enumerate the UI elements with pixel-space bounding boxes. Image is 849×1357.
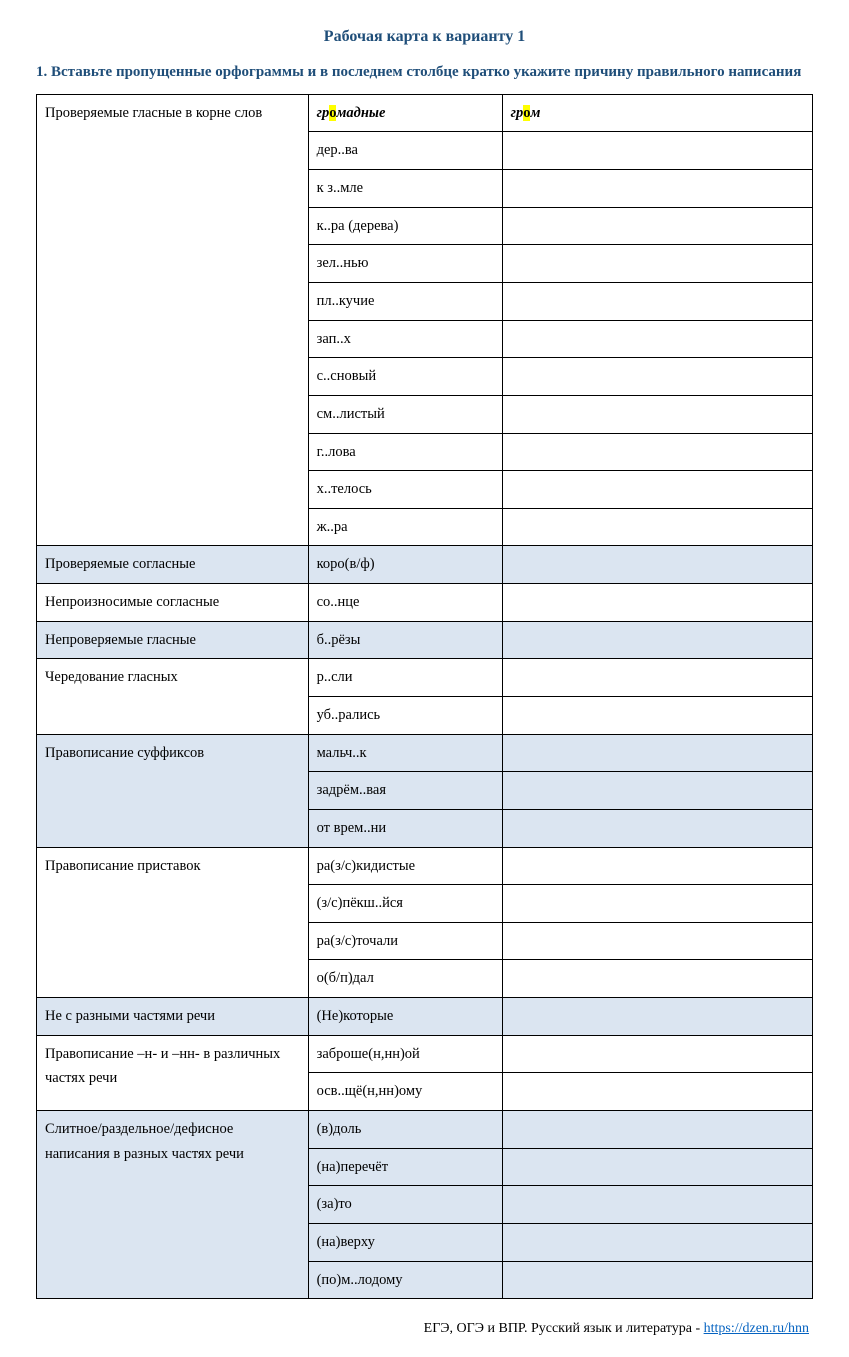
footer-link[interactable]: https://dzen.ru/hnn	[704, 1321, 809, 1336]
word-cell: (по)м..лодому	[308, 1261, 502, 1299]
answer-cell	[502, 132, 812, 170]
category-cell: Непроверяемые гласные	[37, 621, 309, 659]
answer-cell	[502, 433, 812, 471]
category-cell: Непроизносимые согласные	[37, 584, 309, 622]
footer: ЕГЭ, ОГЭ и ВПР. Русский язык и литератур…	[36, 1321, 813, 1337]
table-row: Проверяемые гласные в корне словгромадны…	[37, 94, 813, 132]
word-cell: к..ра (дерева)	[308, 207, 502, 245]
answer-cell	[502, 847, 812, 885]
word-cell: зап..х	[308, 320, 502, 358]
word-cell: р..сли	[308, 659, 502, 697]
word-cell: пл..кучие	[308, 282, 502, 320]
answer-cell	[502, 584, 812, 622]
word-cell: осв..щё(н,нн)ому	[308, 1073, 502, 1111]
table-row: Чередование гласныхр..сли	[37, 659, 813, 697]
table-row: Не с разными частями речи(Не)которые	[37, 998, 813, 1036]
answer-cell	[502, 998, 812, 1036]
word-cell: со..нце	[308, 584, 502, 622]
table-row: Правописание суффиксовмальч..к	[37, 734, 813, 772]
answer-cell	[502, 282, 812, 320]
word-cell: уб..рались	[308, 697, 502, 735]
answer-cell	[502, 170, 812, 208]
answer-cell	[502, 1186, 812, 1224]
word-cell: задрём..вая	[308, 772, 502, 810]
category-cell: Проверяемые согласные	[37, 546, 309, 584]
answer-cell	[502, 1073, 812, 1111]
answer-cell	[502, 922, 812, 960]
category-cell: Правописание суффиксов	[37, 734, 309, 847]
word-cell: от врем..ни	[308, 809, 502, 847]
word-cell: о(б/п)дал	[308, 960, 502, 998]
word-cell: (на)перечёт	[308, 1148, 502, 1186]
answer-cell	[502, 885, 812, 923]
answer-cell	[502, 1035, 812, 1073]
word-cell: мальч..к	[308, 734, 502, 772]
word-cell: х..телось	[308, 471, 502, 509]
answer-cell	[502, 809, 812, 847]
category-cell: Проверяемые гласные в корне слов	[37, 94, 309, 546]
answer-cell	[502, 508, 812, 546]
word-cell: г..лова	[308, 433, 502, 471]
answer-cell	[502, 395, 812, 433]
category-cell: Правописание приставок	[37, 847, 309, 998]
answer-cell: гром	[502, 94, 812, 132]
answer-cell	[502, 320, 812, 358]
word-cell: громадные	[308, 94, 502, 132]
word-cell: с..сновый	[308, 358, 502, 396]
answer-cell	[502, 960, 812, 998]
footer-text: ЕГЭ, ОГЭ и ВПР. Русский язык и литератур…	[424, 1321, 704, 1336]
answer-cell	[502, 697, 812, 735]
word-cell: (з/с)пёкш..йся	[308, 885, 502, 923]
word-cell: (за)то	[308, 1186, 502, 1224]
word-cell: (Не)которые	[308, 998, 502, 1036]
category-cell: Чередование гласных	[37, 659, 309, 734]
category-cell: Не с разными частями речи	[37, 998, 309, 1036]
answer-cell	[502, 358, 812, 396]
word-cell: ра(з/с)кидистые	[308, 847, 502, 885]
answer-cell	[502, 734, 812, 772]
word-cell: ра(з/с)точали	[308, 922, 502, 960]
answer-cell	[502, 1223, 812, 1261]
answer-cell	[502, 245, 812, 283]
page: Рабочая карта к варианту 1 1. Вставьте п…	[0, 0, 849, 1357]
worksheet-table: Проверяемые гласные в корне слов громадны…	[36, 94, 813, 1300]
category-cell: Правописание –н- и –нн- в различных част…	[37, 1035, 309, 1110]
table-row: Непроверяемые гласныеб..рёзы	[37, 621, 813, 659]
word-cell: к з..мле	[308, 170, 502, 208]
word-cell: б..рёзы	[308, 621, 502, 659]
answer-cell	[502, 1148, 812, 1186]
example-word: громадные	[317, 105, 386, 121]
table-row: Проверяемые согласныекоро(в/ф)	[37, 546, 813, 584]
table-row: Слитное/раздельное/дефисное написания в …	[37, 1111, 813, 1149]
table-row: Непроизносимые согласныесо..нце	[37, 584, 813, 622]
table-row: Правописание –н- и –нн- в различных част…	[37, 1035, 813, 1073]
answer-cell	[502, 772, 812, 810]
word-cell: дер..ва	[308, 132, 502, 170]
table-row: Правописание приставокра(з/с)кидистые	[37, 847, 813, 885]
word-cell: зел..нью	[308, 245, 502, 283]
example-check: гром	[511, 105, 541, 121]
task-heading: 1. Вставьте пропущенные орфограммы и в п…	[36, 62, 813, 84]
answer-cell	[502, 1111, 812, 1149]
word-cell: коро(в/ф)	[308, 546, 502, 584]
answer-cell	[502, 621, 812, 659]
answer-cell	[502, 546, 812, 584]
page-title: Рабочая карта к варианту 1	[36, 28, 813, 46]
category-cell: Слитное/раздельное/дефисное написания в …	[37, 1111, 309, 1299]
word-cell: см..листый	[308, 395, 502, 433]
word-cell: (в)доль	[308, 1111, 502, 1149]
word-cell: (на)верху	[308, 1223, 502, 1261]
answer-cell	[502, 1261, 812, 1299]
answer-cell	[502, 207, 812, 245]
word-cell: ж..ра	[308, 508, 502, 546]
answer-cell	[502, 659, 812, 697]
word-cell: заброше(н,нн)ой	[308, 1035, 502, 1073]
answer-cell	[502, 471, 812, 509]
